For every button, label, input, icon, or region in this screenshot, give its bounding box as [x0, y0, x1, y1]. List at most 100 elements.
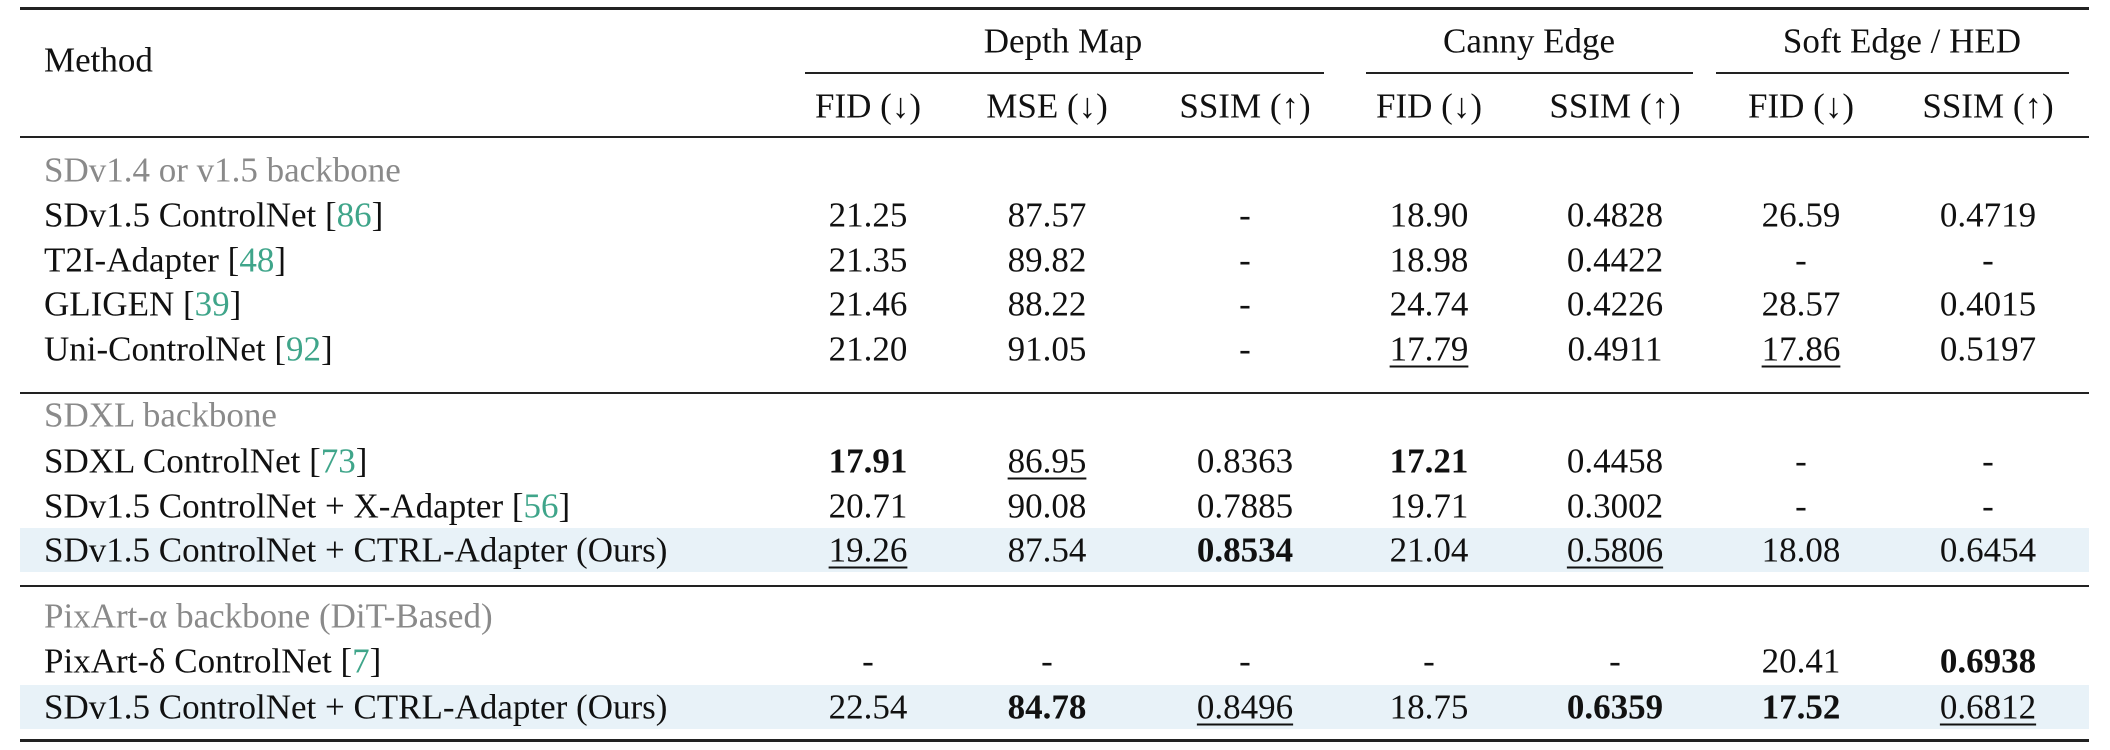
- value-cell: 24.74: [1389, 284, 1469, 324]
- method-cell: PixArt-δ ControlNet [7]: [44, 644, 381, 679]
- value-cell: 0.8363: [1196, 441, 1294, 481]
- group-header: Depth Map: [983, 21, 1143, 61]
- value-cell: 18.08: [1761, 530, 1841, 570]
- value-cell: 21.04: [1389, 530, 1469, 570]
- column-header: FID (↓): [1376, 86, 1482, 126]
- value-cell: 0.5806: [1566, 530, 1664, 570]
- column-header: SSIM (↑): [1549, 86, 1681, 126]
- value-cell: 19.71: [1389, 486, 1469, 526]
- value-cell: 90.08: [1007, 486, 1087, 526]
- value-cell: 91.05: [1007, 329, 1087, 369]
- value-cell: 0.4422: [1566, 240, 1664, 280]
- value-cell: 22.54: [828, 687, 908, 727]
- section-label: SDXL backbone: [44, 395, 277, 435]
- column-header: SSIM (↑): [1922, 86, 2054, 126]
- method-name: GLIGEN: [44, 284, 175, 324]
- value-cell: 84.78: [1007, 687, 1087, 727]
- method-name: SDXL ControlNet: [44, 441, 301, 481]
- method-name: SDv1.5 ControlNet + CTRL-Adapter (Ours): [44, 530, 668, 570]
- value-cell: 0.4458: [1566, 441, 1664, 481]
- column-header: FID (↓): [1748, 86, 1854, 126]
- value-cell: 0.4828: [1566, 195, 1664, 235]
- section-rule: [20, 585, 2089, 587]
- method-name: SDv1.5 ControlNet + X-Adapter: [44, 486, 504, 526]
- method-name: SDv1.5 ControlNet: [44, 195, 317, 235]
- method-cell: GLIGEN [39]: [44, 287, 241, 322]
- value-cell: -: [1982, 441, 1994, 481]
- method-cell: Uni-ControlNet [92]: [44, 332, 333, 367]
- value-cell: 17.86: [1761, 329, 1841, 369]
- value-cell: 18.75: [1389, 687, 1469, 727]
- value-cell: -: [1423, 641, 1435, 681]
- value-cell: -: [1609, 641, 1621, 681]
- method-cell: SDv1.5 ControlNet [86]: [44, 198, 383, 233]
- value-cell: 86.95: [1007, 441, 1087, 481]
- header-rule: [20, 136, 2089, 138]
- citation: [48]: [227, 240, 286, 280]
- value-cell: 87.57: [1007, 195, 1087, 235]
- value-cell: -: [1239, 195, 1251, 235]
- value-cell: 21.35: [828, 240, 908, 280]
- method-cell: T2I-Adapter [48]: [44, 243, 286, 278]
- row-highlight: [20, 528, 2089, 572]
- value-cell: 0.4015: [1939, 284, 2037, 324]
- value-cell: 0.5197: [1939, 329, 2037, 369]
- value-cell: 17.52: [1761, 687, 1841, 727]
- group-header: Canny Edge: [1442, 21, 1616, 61]
- value-cell: 26.59: [1761, 195, 1841, 235]
- value-cell: 21.25: [828, 195, 908, 235]
- value-cell: 20.41: [1761, 641, 1841, 681]
- value-cell: -: [1795, 441, 1807, 481]
- citation: [56]: [511, 486, 571, 526]
- value-cell: -: [1239, 329, 1251, 369]
- method-cell: SDv1.5 ControlNet + CTRL-Adapter (Ours): [44, 690, 667, 725]
- value-cell: 20.71: [828, 486, 908, 526]
- section-rule: [20, 392, 2089, 394]
- value-cell: -: [1239, 641, 1251, 681]
- header-method: Method: [44, 40, 153, 80]
- method-name: Uni-ControlNet: [44, 329, 266, 369]
- value-cell: 18.98: [1389, 240, 1469, 280]
- value-cell: 0.4911: [1567, 329, 1663, 369]
- section-label: PixArt-α backbone (DiT-Based): [44, 596, 493, 636]
- group-rule: [1716, 72, 2069, 74]
- value-cell: 88.22: [1007, 284, 1087, 324]
- value-cell: 0.7885: [1196, 486, 1294, 526]
- column-header: MSE (↓): [986, 86, 1108, 126]
- value-cell: 0.4226: [1566, 284, 1664, 324]
- group-rule: [1366, 72, 1693, 74]
- value-cell: 0.8496: [1196, 687, 1294, 727]
- value-cell: 17.79: [1389, 329, 1469, 369]
- section-label: SDv1.4 or v1.5 backbone: [44, 150, 401, 190]
- row-highlight: [20, 685, 2089, 729]
- value-cell: 19.26: [828, 530, 908, 570]
- value-cell: -: [1982, 240, 1994, 280]
- method-name: T2I-Adapter: [44, 240, 219, 280]
- value-cell: 87.54: [1007, 530, 1087, 570]
- value-cell: 0.6938: [1939, 641, 2037, 681]
- value-cell: 17.91: [828, 441, 908, 481]
- value-cell: 0.4719: [1939, 195, 2037, 235]
- value-cell: -: [1982, 486, 1994, 526]
- value-cell: -: [1795, 240, 1807, 280]
- method-cell: SDv1.5 ControlNet + CTRL-Adapter (Ours): [44, 533, 667, 568]
- value-cell: 21.46: [828, 284, 908, 324]
- citation: [73]: [309, 441, 368, 481]
- top-rule: [20, 7, 2089, 10]
- citation: [86]: [324, 195, 384, 235]
- method-name: SDv1.5 ControlNet + CTRL-Adapter (Ours): [44, 687, 668, 727]
- method-cell: SDv1.5 ControlNet + X-Adapter [56]: [44, 489, 570, 524]
- value-cell: -: [1795, 486, 1807, 526]
- value-cell: 89.82: [1007, 240, 1087, 280]
- value-cell: 18.90: [1389, 195, 1469, 235]
- value-cell: 0.3002: [1566, 486, 1664, 526]
- value-cell: -: [1239, 284, 1251, 324]
- column-header: SSIM (↑): [1179, 86, 1311, 126]
- bottom-rule: [20, 739, 2089, 742]
- method-cell: SDXL ControlNet [73]: [44, 444, 367, 479]
- value-cell: 21.20: [828, 329, 908, 369]
- value-cell: 0.6454: [1939, 530, 2037, 570]
- value-cell: 17.21: [1389, 441, 1469, 481]
- value-cell: -: [1239, 240, 1251, 280]
